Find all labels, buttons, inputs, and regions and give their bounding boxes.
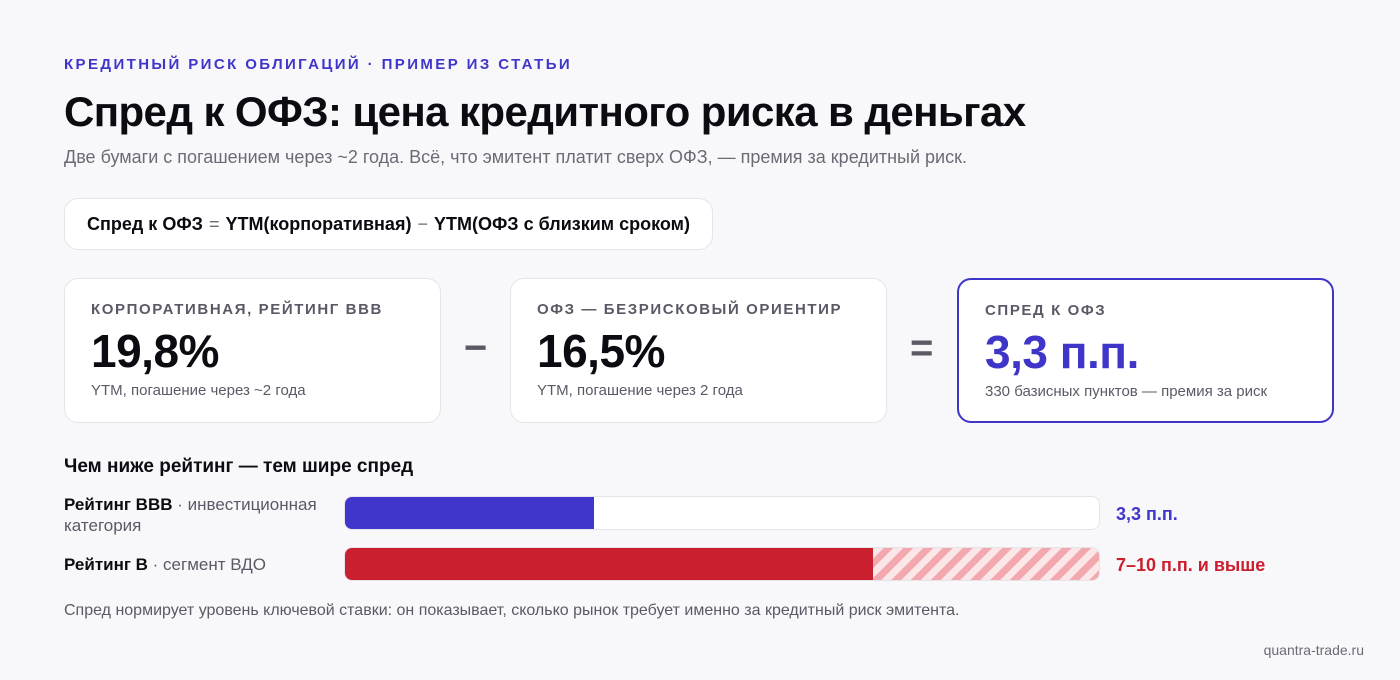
card-note: YTM, погашение через ~2 года	[91, 382, 306, 399]
source-link[interactable]: quantra-trade.ru	[1263, 642, 1364, 658]
card-value: 3,3 п.п.	[985, 326, 1139, 378]
bar-fill	[345, 548, 873, 580]
card-note: 330 базисных пунктов — премия за риск	[985, 383, 1268, 400]
card-label: СПРЕД К ОФЗ	[985, 302, 1107, 319]
card-label: КОРПОРАТИВНАЯ, РЕЙТИНГ BBB	[91, 301, 383, 318]
spread-formula: Спред к ОФЗ = YTM(корпоративная) − YTM(О…	[64, 198, 713, 250]
rating-b-value: 7–10 п.п. и выше	[1116, 555, 1266, 575]
page-title: Спред к ОФЗ: цена кредитного риска в ден…	[64, 88, 1026, 135]
comparison-title: Чем ниже рейтинг — тем шире спред	[64, 456, 414, 477]
card-value: 16,5%	[537, 325, 665, 377]
card-ofz-benchmark: ОФЗ — БЕЗРИСКОВЫЙ ОРИЕНТИР 16,5% YTM, по…	[510, 278, 887, 423]
formula-equals: =	[208, 213, 220, 234]
rating-category: · сегмент ВДО	[147, 555, 266, 574]
eyebrow-label: КРЕДИТНЫЙ РИСК ОБЛИГАЦИЙ · ПРИМЕР ИЗ СТА…	[64, 56, 573, 73]
rating-category: · инвестиционная категория	[64, 495, 317, 535]
card-corporate-bond: КОРПОРАТИВНАЯ, РЕЙТИНГ BBB 19,8% YTM, по…	[64, 278, 441, 423]
formula-term-corporate: YTM(корпоративная)	[225, 213, 412, 234]
formula-term-ofz: YTM(ОФЗ с близким сроком)	[433, 213, 690, 234]
rating-bbb-value: 3,3 п.п.	[1116, 504, 1178, 524]
rating-bbb-bar	[344, 496, 1100, 530]
footnote: Спред нормирует уровень ключевой ставки:…	[64, 602, 960, 619]
rating-b-label: Рейтинг B · сегмент ВДО	[64, 554, 334, 575]
page-subtitle: Две бумаги с погашением через ~2 года. В…	[64, 147, 967, 167]
rating-name: Рейтинг BBB	[64, 495, 173, 514]
bar-range-hatch	[872, 548, 1099, 580]
card-spread-result: СПРЕД К ОФЗ 3,3 п.п. 330 базисных пункто…	[957, 278, 1334, 423]
rating-name: Рейтинг B	[64, 555, 148, 574]
card-label: ОФЗ — БЕЗРИСКОВЫЙ ОРИЕНТИР	[537, 301, 843, 318]
minus-operator: −	[464, 326, 488, 370]
card-note: YTM, погашение через 2 года	[537, 382, 743, 399]
rating-b-bar	[344, 547, 1100, 581]
card-value: 19,8%	[91, 325, 219, 377]
rating-bbb-label: Рейтинг BBB · инвестиционная категория	[64, 494, 334, 536]
bar-fill	[345, 497, 594, 529]
formula-minus: −	[417, 213, 428, 234]
formula-lhs: Спред к ОФЗ	[87, 213, 203, 234]
equals-operator: =	[910, 326, 934, 370]
